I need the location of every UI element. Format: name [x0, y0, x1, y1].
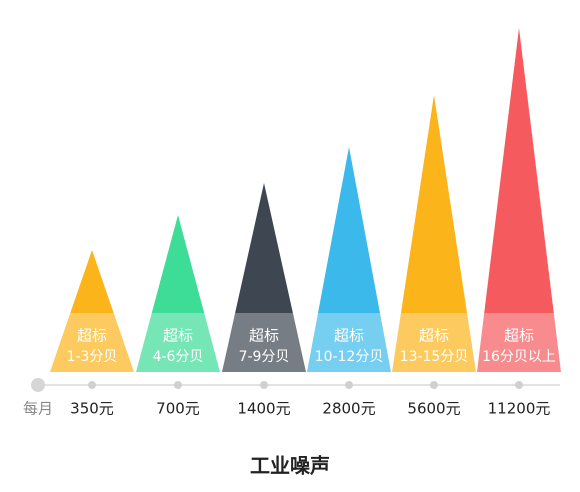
triangle — [477, 28, 561, 372]
badge: 超标 — [77, 327, 107, 345]
badge: 超标 — [334, 327, 364, 345]
amount: 11200元 — [488, 400, 551, 418]
label-band — [307, 313, 391, 372]
triangle — [307, 147, 391, 372]
badge: 超标 — [504, 327, 534, 345]
badge: 超标 — [249, 327, 279, 345]
label-band — [392, 313, 476, 372]
timeline-dot — [430, 381, 438, 389]
range: 10-12分贝 — [315, 349, 384, 365]
axis-label: 每月 — [23, 400, 53, 418]
triangle — [392, 95, 476, 372]
label-band — [136, 313, 220, 372]
triangle — [222, 183, 306, 372]
amount: 2800元 — [322, 400, 375, 418]
badge: 超标 — [163, 327, 193, 345]
range: 16分贝以上 — [482, 349, 556, 365]
range: 1-3分贝 — [67, 349, 118, 365]
badge: 超标 — [419, 327, 449, 345]
range: 7-9分贝 — [239, 349, 290, 365]
triangle — [50, 250, 134, 372]
amount: 1400元 — [237, 400, 290, 418]
timeline-dot — [88, 381, 96, 389]
label-band — [50, 313, 134, 372]
amount: 5600元 — [407, 400, 460, 418]
timeline-dot — [345, 381, 353, 389]
label-band — [477, 313, 561, 372]
timeline-dot — [174, 381, 182, 389]
range: 13-15分贝 — [400, 349, 469, 365]
timeline-dot — [260, 381, 268, 389]
timeline-dot — [515, 381, 523, 389]
title: 工业噪声 — [250, 454, 330, 478]
timeline-start — [31, 378, 45, 392]
label-band — [222, 313, 306, 372]
amount: 700元 — [156, 400, 200, 418]
range: 4-6分贝 — [153, 349, 204, 365]
triangle — [136, 215, 220, 372]
amount: 350元 — [70, 400, 114, 418]
